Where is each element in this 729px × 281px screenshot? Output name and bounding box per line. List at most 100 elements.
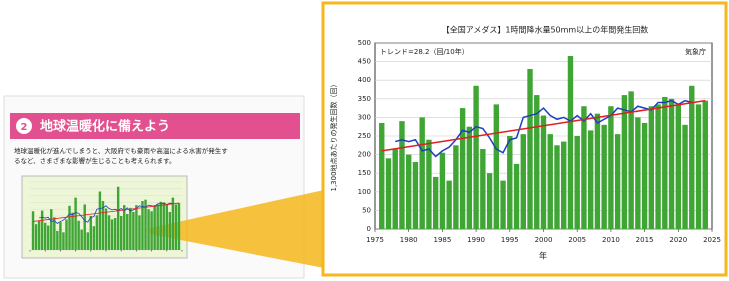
bar (156, 204, 158, 250)
bar (56, 231, 58, 250)
bar (541, 116, 546, 229)
bar (521, 134, 526, 229)
bar (147, 209, 149, 250)
bar (595, 114, 600, 229)
bar (178, 203, 180, 250)
bar (53, 217, 55, 250)
bar (123, 205, 125, 250)
bar (117, 187, 119, 250)
bar (160, 202, 162, 250)
bar (480, 149, 485, 229)
bar (172, 198, 174, 250)
bar (649, 106, 654, 229)
bar (696, 104, 701, 229)
bar (689, 86, 694, 229)
bar (90, 216, 92, 250)
y-tick-label: 0 (367, 225, 371, 233)
bar (132, 212, 134, 250)
bar (669, 99, 674, 229)
x-tick-label: 1975 (366, 236, 384, 244)
bar (38, 221, 40, 250)
bar (507, 136, 512, 229)
bar (141, 201, 143, 250)
y-axis-label: 1,300地点あたりの発生回数（回） (329, 80, 338, 191)
bar (175, 204, 177, 250)
section-title: 地球温暖化に備えよう (40, 119, 170, 135)
x-tick-label: 2020 (669, 236, 687, 244)
bar (568, 56, 573, 229)
x-tick-label: 2015 (636, 236, 654, 244)
bar (150, 211, 152, 250)
thumbnail-chart (22, 176, 187, 258)
y-tick-label: 450 (358, 58, 371, 66)
y-tick-label: 400 (358, 76, 371, 84)
bar (682, 125, 687, 229)
bar (59, 222, 61, 250)
body-text: るなど、さまざまな影響が生じることも考えられます。 (14, 156, 176, 165)
y-tick-label: 100 (358, 188, 371, 196)
bar (413, 162, 418, 229)
annotation: トレンド=28.2（回/10年） (380, 47, 469, 56)
bar (676, 104, 681, 229)
bar (68, 206, 70, 250)
bar (460, 108, 465, 229)
x-tick-label: 1985 (433, 236, 451, 244)
bar (487, 173, 492, 229)
bar (581, 106, 586, 229)
bar (467, 127, 472, 229)
x-tick-label: 2025 (703, 236, 721, 244)
bar (642, 123, 647, 229)
bar (129, 208, 131, 250)
bar (601, 125, 606, 229)
bar (163, 202, 165, 250)
bar (655, 104, 660, 229)
bar (622, 95, 627, 229)
bar (65, 219, 67, 250)
bar (703, 101, 708, 229)
bar (473, 86, 478, 229)
bar (35, 224, 37, 250)
scene: 2 地球温暖化に備えよう 地球温暖化が進んでしまうと、大阪府でも豪雨や高温による… (0, 0, 729, 281)
bar (105, 209, 107, 250)
bar (406, 155, 411, 229)
bar (77, 221, 79, 250)
bar (446, 181, 451, 229)
bar (32, 211, 34, 250)
bar (615, 134, 620, 229)
bar (62, 232, 64, 250)
bar (399, 121, 404, 229)
bar (135, 205, 137, 250)
y-tick-label: 500 (358, 39, 371, 47)
bar (41, 211, 43, 250)
bar (108, 215, 110, 250)
bar (99, 192, 101, 250)
y-tick-label: 250 (358, 132, 371, 140)
y-tick-label: 50 (362, 206, 371, 214)
bar (166, 204, 168, 250)
y-tick-label: 150 (358, 169, 371, 177)
bar (608, 106, 613, 229)
body-text: 地球温暖化が進んでしまうと、大阪府でも豪雨や高温による水害が発生す (14, 146, 228, 155)
x-tick-label: 1995 (501, 236, 519, 244)
bar (433, 177, 438, 229)
bar (71, 213, 73, 250)
bar (386, 158, 391, 229)
bar (169, 212, 171, 250)
bar (426, 140, 431, 229)
section-number: 2 (21, 122, 28, 133)
x-tick-label: 2005 (568, 236, 586, 244)
bar (453, 145, 458, 229)
bar (50, 209, 52, 250)
x-tick-label: 1980 (400, 236, 418, 244)
bar (500, 181, 505, 229)
bar (554, 145, 559, 229)
page: 2 地球温暖化に備えよう 地球温暖化が進んでしまうと、大阪府でも豪雨や高温による… (0, 0, 729, 281)
bar (111, 219, 113, 250)
bar (561, 142, 566, 229)
bar (84, 204, 86, 250)
bar (138, 215, 140, 250)
bar (80, 230, 82, 250)
bar (440, 153, 445, 229)
bar (527, 69, 532, 229)
bar (47, 226, 49, 250)
